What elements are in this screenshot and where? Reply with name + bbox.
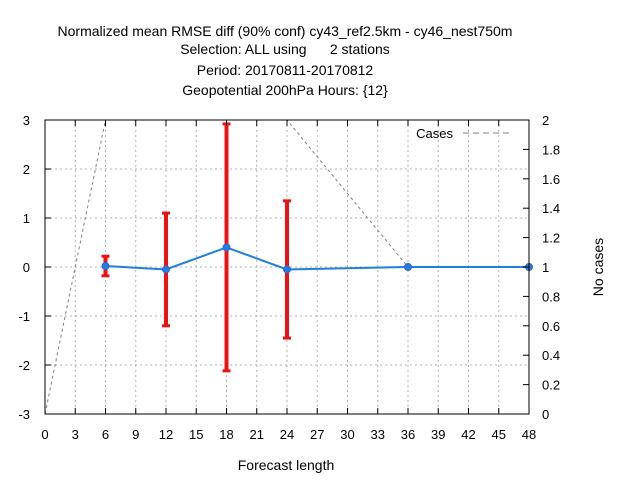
x-tick-label: 21 — [250, 427, 264, 442]
x-tick-label: 27 — [310, 427, 324, 442]
x-tick-label: 42 — [461, 427, 475, 442]
y2-tick-label: 1 — [542, 260, 549, 275]
mean-line — [105, 246, 529, 271]
x-tick-label: 18 — [219, 427, 233, 442]
y2-tick-label: 1.6 — [542, 172, 560, 187]
y2-tick-label: 2 — [542, 113, 549, 128]
y2-tick-label: 0.6 — [542, 319, 560, 334]
x-tick-label: 36 — [401, 427, 415, 442]
y2-tick-label: 1.4 — [542, 201, 560, 216]
x-tick-label: 45 — [492, 427, 506, 442]
y2-tick-label: 0.2 — [542, 378, 560, 393]
axis-ticks: 0 3 6 9 12 15 18 21 24 27 30 33 36 39 42 45 48-3-2-10123… — [18, 113, 560, 442]
y2-tick-label: 0 — [542, 407, 549, 422]
x-tick-label: 3 — [72, 427, 79, 442]
x-axis-label: Forecast length — [238, 457, 335, 473]
y2-axis-label: No cases — [590, 238, 606, 296]
x-tick-label: 15 — [189, 427, 203, 442]
y-tick-label: 3 — [23, 113, 30, 128]
x-tick-label: 9 — [132, 427, 139, 442]
x-tick-label: 33 — [371, 427, 385, 442]
y2-tick-label: 1.2 — [542, 231, 560, 246]
x-tick-label: 48 — [522, 427, 536, 442]
mean-point — [162, 265, 170, 274]
title-line-4: Geopotential 200hPa Hours: {12} — [182, 82, 388, 98]
y2-tick-label: 0.4 — [542, 348, 560, 363]
y2-tick-label: 1.8 — [542, 142, 560, 157]
chart-title: Normalized mean RMSE diff (90% conf) cy4… — [58, 23, 513, 98]
title-line-3: Period: 20170811-20170812 — [197, 62, 374, 78]
legend: Cases — [416, 126, 512, 141]
title-line-2: Selection: ALL using 2 stations — [180, 41, 390, 57]
y-tick-label: 0 — [23, 260, 30, 275]
x-tick-label: 30 — [340, 427, 354, 442]
mean-point — [404, 263, 412, 271]
mean-point — [283, 265, 291, 274]
x-tick-label: 6 — [102, 427, 109, 442]
x-tick-label: 39 — [431, 427, 445, 442]
mean-point — [101, 262, 110, 271]
legend-label-cases: Cases — [416, 126, 453, 141]
x-tick-label: 12 — [159, 427, 173, 442]
y-tick-label: -2 — [18, 358, 30, 373]
x-tick-label: 0 — [41, 427, 48, 442]
mean-point — [222, 243, 231, 252]
x-tick-label: 24 — [280, 427, 294, 442]
y-tick-label: -3 — [18, 407, 30, 422]
y-tick-label: 1 — [23, 211, 30, 226]
y2-tick-label: 0.8 — [542, 289, 560, 304]
y-tick-label: -1 — [18, 309, 30, 324]
title-line-1: Normalized mean RMSE diff (90% conf) cy4… — [58, 23, 513, 39]
y-tick-label: 2 — [23, 162, 30, 177]
